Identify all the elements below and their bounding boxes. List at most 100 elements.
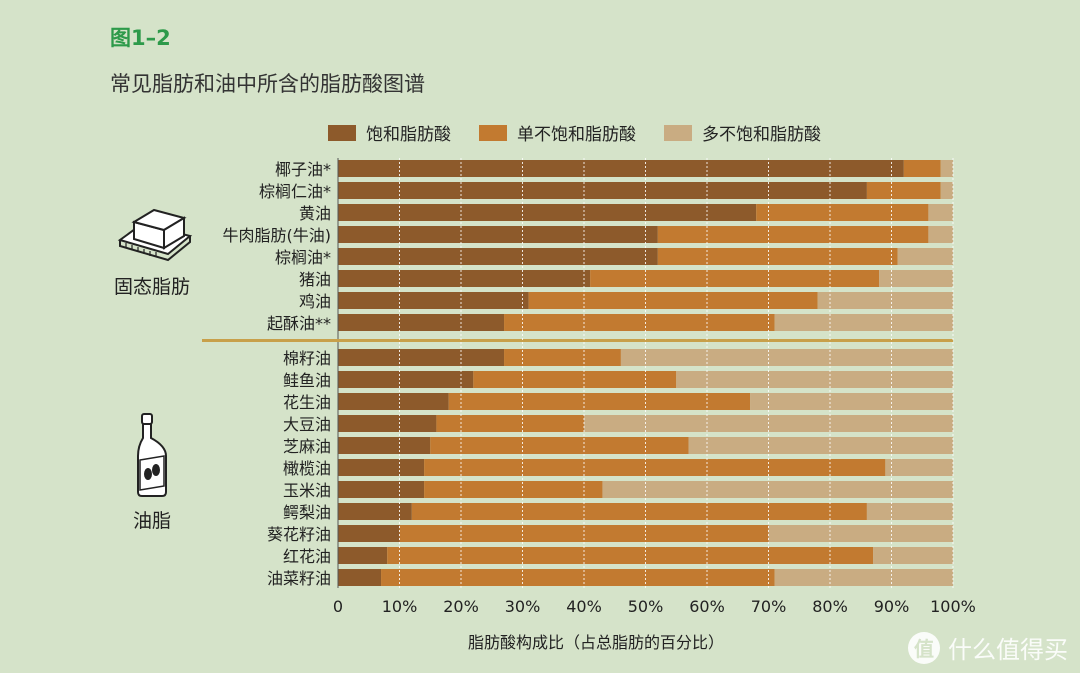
x-tick-label: 10% xyxy=(382,597,418,616)
category-label: 牛肉脂肪(牛油) xyxy=(223,226,332,245)
legend-label-monounsaturated: 单不饱和脂肪酸 xyxy=(517,125,636,145)
legend-label-polyunsaturated: 多不饱和脂肪酸 xyxy=(702,125,821,145)
bar-segment-1-16 xyxy=(399,525,769,542)
x-tick-label: 50% xyxy=(628,597,664,616)
category-label: 红花油 xyxy=(283,547,331,566)
bar-segment-2-1 xyxy=(940,182,953,199)
bar-segment-0-0 xyxy=(338,160,904,177)
bar-segment-2-0 xyxy=(940,160,953,177)
category-label: 起酥油** xyxy=(267,314,331,333)
group-label-oils: 油脂 xyxy=(133,510,171,532)
category-label: 猪油 xyxy=(299,270,331,289)
legend: 饱和脂肪酸 单不饱和脂肪酸 多不饱和脂肪酸 xyxy=(328,120,821,145)
bar-segment-1-11 xyxy=(436,415,584,432)
category-label: 花生油 xyxy=(283,393,331,412)
bar-segment-1-1 xyxy=(866,182,941,199)
bar-segment-2-8 xyxy=(620,349,953,366)
bar-segment-2-12 xyxy=(688,437,953,454)
x-tick-label: 60% xyxy=(689,597,725,616)
bar-segment-1-18 xyxy=(381,569,775,586)
bar-segment-1-10 xyxy=(448,393,751,410)
figure-label: 图1–2 xyxy=(110,26,171,50)
bar-segment-0-3 xyxy=(338,226,658,243)
bar-segment-1-13 xyxy=(424,459,886,476)
bar-segment-2-6 xyxy=(817,292,953,309)
bar-segment-2-9 xyxy=(676,371,953,388)
legend-swatch-monounsaturated xyxy=(479,124,507,141)
watermark: 值 什么值得买 xyxy=(908,630,1068,665)
x-tick-label: 0 xyxy=(333,597,343,616)
watermark-text: 什么值得买 xyxy=(948,636,1068,664)
bar-segment-1-12 xyxy=(430,437,689,454)
bar-segment-2-2 xyxy=(928,204,953,221)
bar-segment-0-2 xyxy=(338,204,757,221)
category-label: 玉米油 xyxy=(283,481,331,500)
bar-segment-0-11 xyxy=(338,415,437,432)
bar-segment-1-3 xyxy=(657,226,929,243)
category-label: 椰子油* xyxy=(275,160,331,179)
bar-segment-0-6 xyxy=(338,292,529,309)
category-label: 橄榄油 xyxy=(283,459,331,478)
category-label: 鳄梨油 xyxy=(283,503,331,522)
category-label: 黄油 xyxy=(299,204,331,223)
x-tick-label: 30% xyxy=(505,597,541,616)
x-axis-title: 脂肪酸构成比（占总脂肪的百分比） xyxy=(468,633,724,652)
legend-label-saturated: 饱和脂肪酸 xyxy=(366,125,451,145)
bar-segment-0-13 xyxy=(338,459,425,476)
bar-segment-1-4 xyxy=(657,248,898,265)
bar-segment-1-8 xyxy=(504,349,621,366)
bar-segment-1-7 xyxy=(504,314,775,331)
bar-segment-0-14 xyxy=(338,481,425,498)
bar-segment-0-8 xyxy=(338,349,505,366)
x-tick-label: 80% xyxy=(812,597,848,616)
legend-item-polyunsaturated: 多不饱和脂肪酸 xyxy=(664,120,821,145)
x-tick-label: 90% xyxy=(874,597,910,616)
x-tick-label: 70% xyxy=(751,597,787,616)
category-label: 葵花籽油 xyxy=(267,525,331,544)
category-label: 棕榈油* xyxy=(275,248,331,267)
bar-segment-2-4 xyxy=(897,248,953,265)
x-tick-label: 100% xyxy=(930,597,976,616)
category-label: 棉籽油 xyxy=(283,349,331,368)
x-tick-label: 20% xyxy=(443,597,479,616)
bar-segment-2-17 xyxy=(873,547,953,564)
legend-swatch-polyunsaturated xyxy=(664,124,692,141)
bar-segment-0-9 xyxy=(338,371,474,388)
category-label: 油菜籽油 xyxy=(267,569,331,588)
bar-segment-2-16 xyxy=(768,525,953,542)
category-label: 鸡油 xyxy=(299,292,331,311)
legend-item-saturated: 饱和脂肪酸 xyxy=(328,120,451,145)
axis-title-layer: 脂肪酸构成比（占总脂肪的百分比） xyxy=(468,633,724,652)
bar-segment-1-5 xyxy=(590,270,880,287)
bar-segment-0-15 xyxy=(338,503,412,520)
bar-segment-1-0 xyxy=(903,160,941,177)
bar-segment-1-6 xyxy=(528,292,818,309)
bar-segment-2-14 xyxy=(602,481,953,498)
bar-segment-0-18 xyxy=(338,569,382,586)
oil-bottle-icon xyxy=(137,413,167,497)
bar-segment-0-1 xyxy=(338,182,867,199)
bar-segment-0-16 xyxy=(338,525,400,542)
bar-segment-2-10 xyxy=(750,393,953,410)
category-label: 芝麻油 xyxy=(283,437,331,456)
bar-segment-0-5 xyxy=(338,270,591,287)
legend-swatch-saturated xyxy=(328,124,356,141)
bar-segment-1-15 xyxy=(411,503,867,520)
bar-segment-1-9 xyxy=(473,371,677,388)
butter-icon xyxy=(117,208,193,262)
legend-item-monounsaturated: 单不饱和脂肪酸 xyxy=(479,120,636,145)
category-label: 棕榈仁油* xyxy=(259,182,331,201)
watermark-logo: 值 xyxy=(908,631,940,664)
chart-title: 常见脂肪和油中所含的脂肪酸图谱 xyxy=(110,72,425,96)
category-label: 大豆油 xyxy=(283,415,331,434)
group-label-solid-fats: 固态脂肪 xyxy=(114,276,190,298)
bar-segment-0-17 xyxy=(338,547,388,564)
bar-segment-0-4 xyxy=(338,248,658,265)
bar-segment-2-7 xyxy=(774,314,953,331)
bar-segment-0-10 xyxy=(338,393,449,410)
bar-segment-2-15 xyxy=(866,503,953,520)
bar-segment-0-7 xyxy=(338,314,505,331)
